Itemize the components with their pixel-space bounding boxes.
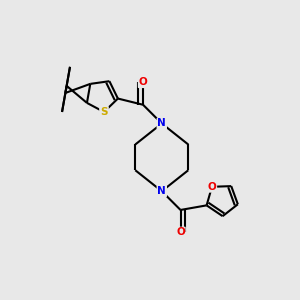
Text: O: O	[208, 182, 216, 192]
Text: N: N	[158, 186, 166, 196]
Text: N: N	[158, 118, 166, 128]
Text: S: S	[100, 107, 108, 117]
Text: O: O	[176, 227, 185, 238]
Text: S: S	[100, 107, 108, 117]
Text: O: O	[139, 77, 147, 87]
